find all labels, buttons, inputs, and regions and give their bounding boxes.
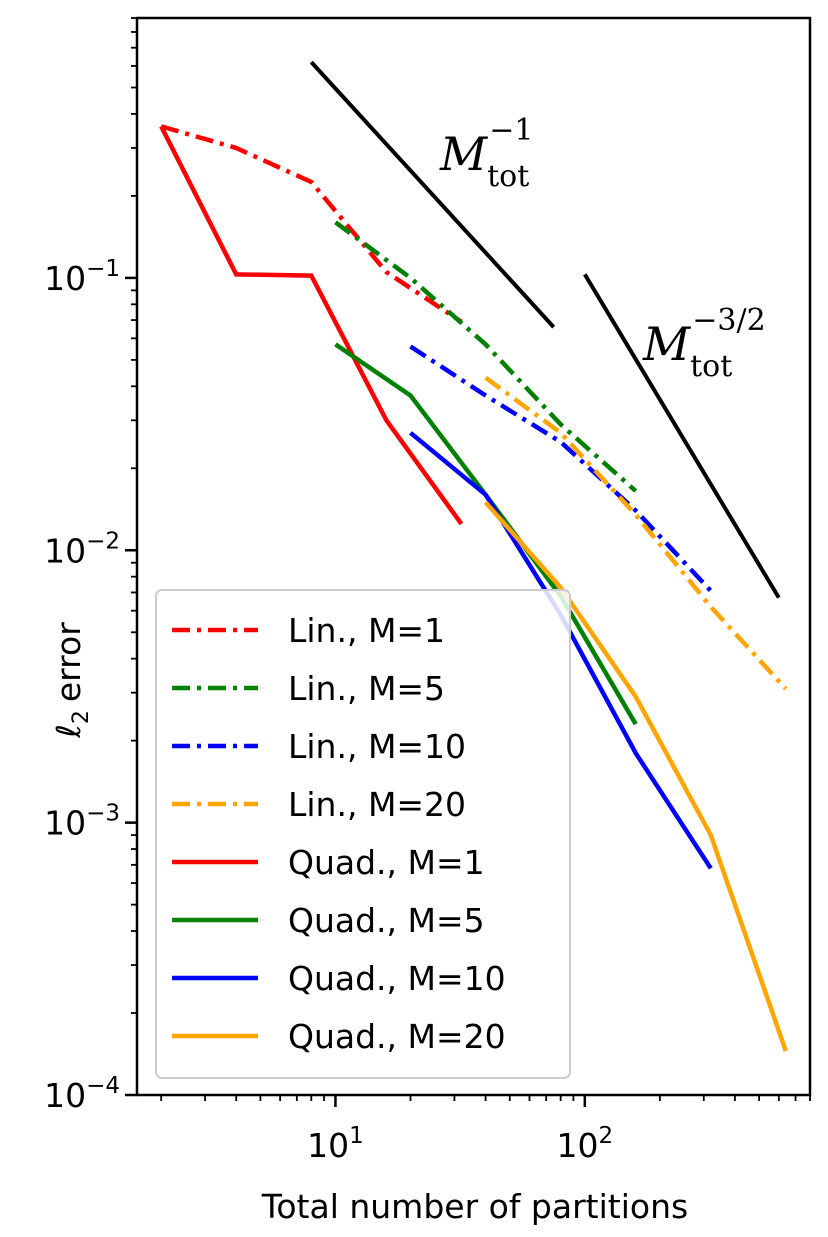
reference-line-slope-minus-1 [309,60,556,329]
legend-label: Lin., M=5 [288,669,445,708]
plot-lines [159,60,788,1052]
y-axis-label: ℓ2error [49,622,94,739]
series-line-lin-m-20 [484,375,788,691]
legend-label: Quad., M=1 [288,843,485,882]
x-tick-label: 101 [307,1123,364,1165]
legend-label: Lin., M=1 [288,611,445,650]
legend: Lin., M=1 Lin., M=5 Lin., M=10 Lin., M=20 Qu… [155,589,571,1079]
legend-label: Lin., M=20 [288,785,466,824]
annotation-slope-minus-3-2: Mtot−3/2 [642,303,766,384]
x-tick-label: 102 [556,1123,613,1165]
annotation-slope-minus-1: Mtot−1 [439,113,534,194]
x-axis-label: Total number of partitions [261,1187,688,1226]
legend-label: Quad., M=20 [288,1017,506,1056]
reference-line-slope-minus-3-2 [583,273,781,599]
axis-ticks: 101 102 10−1 10−2 10−3 10−4 [44,17,811,1165]
series-line-quad-m-1 [159,125,464,526]
legend-box [155,589,571,1079]
series-line-lin-m-10 [409,344,713,593]
legend-label: Quad., M=10 [288,959,506,998]
y-tick-label: 10−2 [44,528,120,570]
y-tick-label: 10−1 [44,256,120,298]
series-line-lin-m-1 [160,124,463,324]
y-tick-label: 10−4 [44,1073,120,1115]
y-tick-label: 10−3 [44,801,120,843]
series-line-lin-m-5 [334,220,638,493]
legend-label: Quad., M=5 [288,901,485,940]
legend-label: Lin., M=10 [288,727,466,766]
series-line-quad-m-20 [483,500,788,1052]
plot-frame [135,16,812,1097]
